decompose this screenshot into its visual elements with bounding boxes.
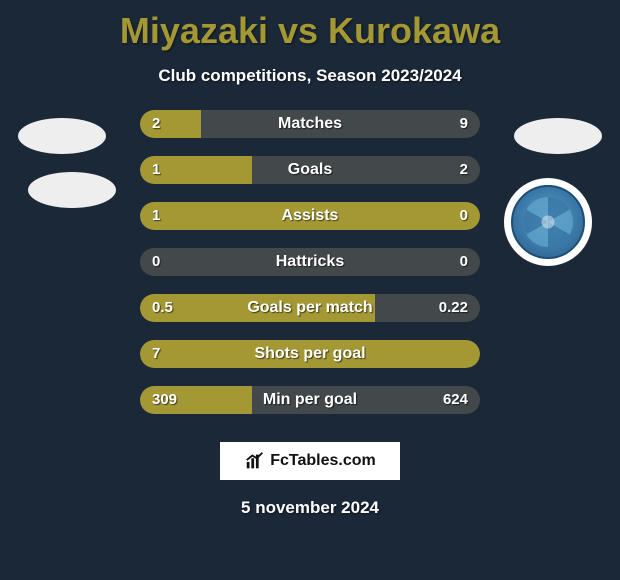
stat-row: 0.5Goals per match0.22 (140, 294, 480, 322)
subtitle: Club competitions, Season 2023/2024 (0, 66, 620, 86)
date-text: 5 november 2024 (10, 498, 610, 518)
brand-badge[interactable]: FcTables.com (220, 442, 400, 480)
stat-label: Shots per goal (140, 340, 480, 368)
stat-right-value: 0.22 (439, 294, 468, 322)
stat-row: 1Assists0 (140, 202, 480, 230)
stat-label: Assists (140, 202, 480, 230)
stat-row: 1Goals2 (140, 156, 480, 184)
stat-right-value: 0 (460, 248, 468, 276)
bars-list: 2Matches91Goals21Assists00Hattricks00.5G… (140, 110, 480, 414)
stat-label: Hattricks (140, 248, 480, 276)
stat-right-value: 2 (460, 156, 468, 184)
stat-right-value: 0 (460, 202, 468, 230)
stat-row: 0Hattricks0 (140, 248, 480, 276)
stat-label: Goals per match (140, 294, 480, 322)
page-title: Miyazaki vs Kurokawa (0, 0, 620, 52)
stats-container: 2Matches91Goals21Assists00Hattricks00.5G… (0, 110, 620, 518)
stat-label: Matches (140, 110, 480, 138)
chart-icon (244, 450, 266, 472)
stat-label: Min per goal (140, 386, 480, 414)
stat-right-value: 624 (443, 386, 468, 414)
stat-row: 2Matches9 (140, 110, 480, 138)
stat-right-value: 9 (460, 110, 468, 138)
stat-row: 309Min per goal624 (140, 386, 480, 414)
brand-text: FcTables.com (270, 452, 376, 470)
stat-row: 7Shots per goal (140, 340, 480, 368)
stat-label: Goals (140, 156, 480, 184)
